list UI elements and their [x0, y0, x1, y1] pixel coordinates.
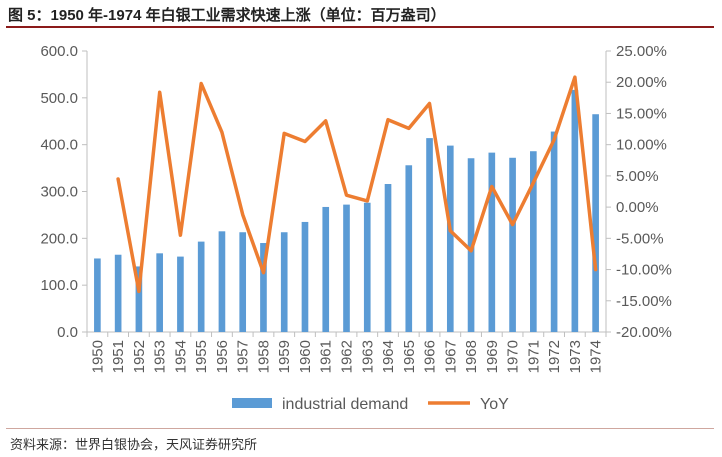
- right-tick-label: 0.00%: [616, 199, 659, 216]
- bar: [426, 138, 433, 332]
- right-tick-label: 20.00%: [616, 74, 667, 91]
- left-tick-label: 400.0: [40, 137, 78, 154]
- right-tick-label: -10.00%: [616, 262, 672, 279]
- bar: [550, 131, 558, 332]
- bar: [260, 243, 267, 332]
- x-tick-label: 1961: [318, 340, 335, 373]
- figure-title: 图 5：1950 年-1974 年白银工业需求快速上涨（单位：百万盎司）: [8, 7, 446, 24]
- bar: [280, 232, 288, 332]
- source-divider: [6, 428, 714, 429]
- bar: [384, 184, 392, 332]
- bar: [197, 241, 205, 332]
- x-tick-label: 1963: [359, 340, 376, 373]
- left-tick-label: 600.0: [40, 43, 78, 60]
- bar: [239, 232, 247, 332]
- right-tick-label: -20.00%: [616, 324, 672, 341]
- bar: [571, 89, 579, 332]
- bar: [467, 158, 475, 332]
- right-tick-label: 10.00%: [616, 137, 667, 154]
- x-tick-label: 1958: [255, 340, 272, 373]
- legend-label-yoy: YoY: [480, 396, 509, 413]
- x-tick-label: 1967: [442, 340, 459, 373]
- x-tick-label: 1970: [505, 340, 522, 373]
- left-tick-label: 500.0: [40, 90, 78, 107]
- bar: [363, 202, 371, 332]
- x-tick-label: 1959: [276, 340, 293, 373]
- right-tick-label: -5.00%: [616, 230, 664, 247]
- x-tick-label: 1952: [131, 340, 148, 373]
- left-tick-label: 0.0: [57, 324, 78, 341]
- bar: [218, 231, 226, 332]
- bar: [114, 254, 122, 332]
- right-tick-label: 5.00%: [616, 168, 659, 185]
- bar: [592, 114, 599, 332]
- x-tick-label: 1960: [297, 340, 314, 373]
- left-tick-label: 300.0: [40, 184, 78, 201]
- bar: [301, 221, 309, 332]
- x-tick-label: 1962: [339, 340, 356, 373]
- bar: [94, 258, 101, 332]
- right-tick-label: 15.00%: [616, 105, 667, 122]
- source-note: 资料来源：世界白银协会，天风证券研究所: [10, 438, 258, 453]
- right-tick-label: -15.00%: [616, 293, 672, 310]
- x-tick-label: 1953: [152, 340, 169, 373]
- x-tick-label: 1950: [89, 340, 106, 373]
- bar: [322, 206, 330, 332]
- bar: [135, 266, 143, 332]
- bar: [177, 256, 184, 332]
- bar: [488, 152, 496, 332]
- title-divider: [6, 26, 714, 28]
- bar: [405, 165, 413, 332]
- x-tick-label: 1965: [401, 340, 418, 373]
- bar: [343, 204, 350, 332]
- x-tick-label: 1957: [235, 340, 252, 373]
- bar: [509, 157, 516, 332]
- x-tick-label: 1974: [588, 340, 605, 373]
- x-tick-label: 1968: [463, 340, 480, 373]
- left-tick-label: 200.0: [40, 230, 78, 247]
- x-tick-label: 1951: [110, 340, 127, 373]
- right-tick-label: 25.00%: [616, 43, 667, 60]
- x-tick-label: 1954: [172, 340, 189, 373]
- yoy-line: [116, 75, 598, 294]
- x-tick-label: 1973: [567, 340, 584, 373]
- x-tick-label: 1964: [380, 340, 397, 373]
- x-tick-label: 1966: [422, 340, 439, 373]
- x-tick-label: 1971: [525, 340, 542, 373]
- x-tick-label: 1969: [484, 340, 501, 373]
- x-tick-label: 1972: [546, 340, 563, 373]
- bar: [530, 151, 537, 332]
- legend-label-industrial-demand: industrial demand: [282, 396, 408, 413]
- bar: [156, 253, 163, 332]
- legend-bar-swatch: [232, 398, 272, 408]
- left-tick-label: 100.0: [40, 277, 78, 294]
- x-tick-label: 1955: [193, 340, 210, 373]
- bar: [446, 145, 454, 332]
- x-tick-label: 1956: [214, 340, 231, 373]
